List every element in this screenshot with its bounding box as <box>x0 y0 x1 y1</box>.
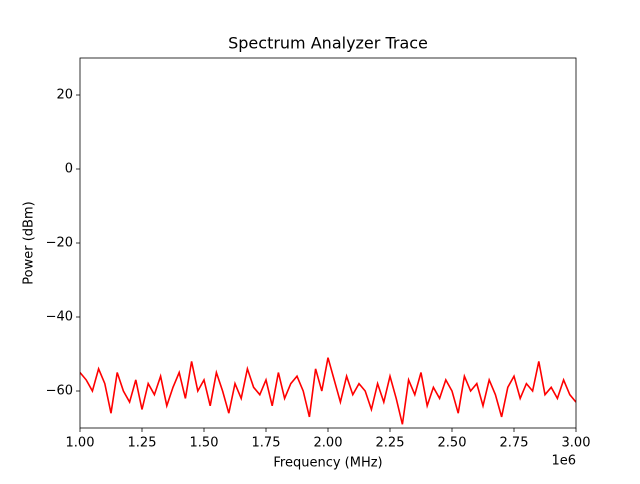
plot-frame <box>79 57 577 429</box>
x-tick-label: 1.50 <box>190 436 219 451</box>
x-tick-label: 2.25 <box>376 436 405 451</box>
x-tick-label: 2.75 <box>500 436 529 451</box>
x-tick-label: 2.00 <box>314 436 343 451</box>
y-axis-label: Power (dBm) <box>22 201 37 284</box>
trace-line <box>80 357 576 425</box>
chart-title: Spectrum Analyzer Trace <box>228 34 428 53</box>
y-tick-label: −20 <box>46 236 73 251</box>
x-tick-label: 2.50 <box>438 436 467 451</box>
y-tick-label: −40 <box>46 310 73 325</box>
x-tick-label: 1.25 <box>128 436 157 451</box>
y-tick-label: 0 <box>65 162 73 177</box>
x-offset-label: 1e6 <box>551 454 576 469</box>
x-tick-label: 3.00 <box>562 436 591 451</box>
x-axis-label: Frequency (MHz) <box>273 456 382 471</box>
y-tick-label: −60 <box>46 384 73 399</box>
x-tick-label: 1.75 <box>252 436 281 451</box>
x-tick-label: 1.00 <box>66 436 95 451</box>
y-tick-label: 20 <box>56 88 73 103</box>
